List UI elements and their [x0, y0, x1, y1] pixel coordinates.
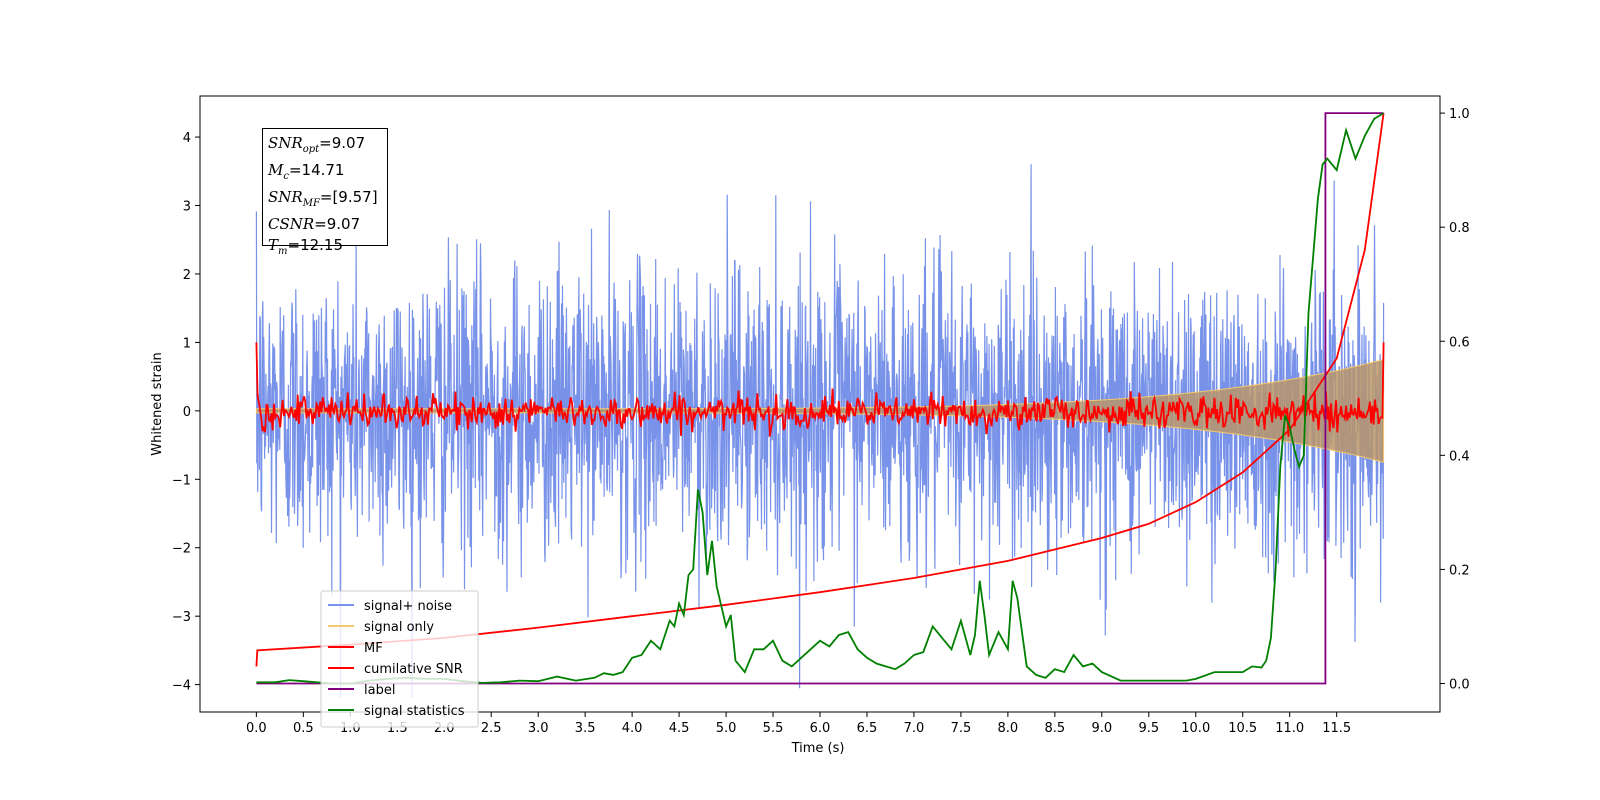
x-tick-label: 9.5	[1138, 721, 1159, 736]
x-tick-label: 7.0	[904, 721, 925, 736]
x-tick-label: 10.5	[1228, 721, 1257, 736]
x-tick-label: 11.0	[1275, 721, 1304, 736]
x-tick-label: 3.5	[575, 721, 596, 736]
info-tm: Tm=12.15	[268, 236, 344, 257]
y-left-tick-label: −4	[172, 679, 191, 694]
info-snr-mf: SNRMF=[9.57]	[268, 188, 378, 209]
series-label	[256, 112, 1384, 685]
y-axis-left: −4 −3 −2 −1 0 1 2 3 4	[172, 131, 200, 694]
y-left-tick-label: 2	[183, 268, 191, 283]
info-box: SNRopt=9.07 Mc=14.71 SNRMF=[9.57] CSNR=9…	[262, 128, 388, 257]
series-mf	[255, 342, 1385, 437]
legend-label: label	[364, 683, 395, 698]
legend-label: signal+ noise	[364, 599, 452, 614]
info-mc-value: =14.71	[288, 161, 345, 179]
y-left-tick-label: 1	[183, 336, 191, 351]
legend-label: cumilative SNR	[364, 662, 463, 677]
x-tick-label: 4.0	[622, 721, 643, 736]
y-right-tick-label: 1.0	[1449, 107, 1470, 122]
legend-label: signal statistics	[364, 704, 465, 719]
series-signal-statistics	[256, 112, 1385, 685]
y-axis-label-left: Whitened strain	[150, 352, 165, 455]
legend-label: signal only	[364, 620, 434, 635]
x-tick-label: 6.0	[810, 721, 831, 736]
legend-frame	[320, 590, 479, 728]
x-tick-label: 5.0	[716, 721, 737, 736]
y-left-tick-label: −2	[172, 542, 191, 557]
x-tick-label: 8.0	[998, 721, 1019, 736]
y-right-tick-label: 0.0	[1449, 677, 1470, 692]
y-right-tick-label: 0.2	[1449, 563, 1470, 578]
info-csnr-value: =9.07	[314, 215, 361, 233]
x-tick-label: 7.5	[951, 721, 972, 736]
y-left-tick-label: −1	[172, 473, 191, 488]
info-snr-mf-value: =[9.57]	[319, 188, 378, 206]
info-snr-opt-value: =9.07	[319, 134, 366, 152]
legend-label: MF	[364, 641, 383, 656]
info-tm-value: =12.15	[287, 236, 344, 254]
y-left-tick-label: −3	[172, 610, 191, 625]
legend: signal+ noise signal only MF cumilative SNR…	[320, 590, 479, 728]
series-signal-noise	[255, 164, 1385, 699]
x-tick-label: 10.0	[1181, 721, 1210, 736]
info-csnr: CSNR=9.07	[268, 215, 361, 233]
x-tick-label: 11.5	[1322, 721, 1351, 736]
y-left-tick-label: 3	[183, 200, 191, 215]
y-left-tick-label: 0	[183, 405, 191, 420]
y-right-tick-label: 0.8	[1449, 221, 1470, 236]
x-tick-label: 6.5	[857, 721, 878, 736]
x-axis-label: Time (s)	[791, 741, 845, 756]
info-snr-opt: SNRopt=9.07	[268, 134, 366, 155]
y-left-tick-label: 4	[183, 131, 191, 146]
x-tick-label: 9.0	[1091, 721, 1112, 736]
info-mc: Mc=14.71	[268, 161, 345, 182]
y-right-tick-label: 0.6	[1449, 335, 1470, 350]
x-tick-label: 0.5	[293, 721, 314, 736]
x-tick-label: 3.0	[528, 721, 549, 736]
x-tick-label: 2.5	[481, 721, 502, 736]
x-tick-label: 5.5	[763, 721, 784, 736]
x-tick-label: 4.5	[669, 721, 690, 736]
y-axis-right: 0.0 0.2 0.4 0.6 0.8 1.0	[1440, 107, 1470, 692]
x-tick-label: 8.5	[1045, 721, 1066, 736]
y-right-tick-label: 0.4	[1449, 449, 1470, 464]
x-tick-label: 0.0	[246, 721, 267, 736]
